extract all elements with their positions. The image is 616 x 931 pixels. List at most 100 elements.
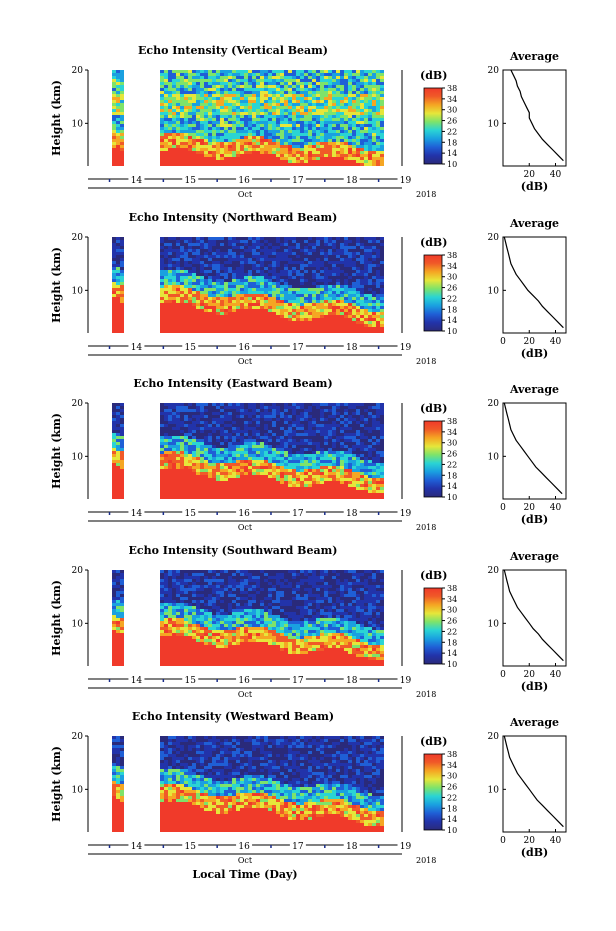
heatmap-cell	[240, 403, 244, 406]
heatmap-cell	[112, 91, 116, 94]
heatmap-cell	[196, 481, 200, 484]
heatmap-cell	[232, 237, 236, 240]
heatmap-cell	[288, 163, 292, 166]
heatmap-cell	[368, 109, 372, 112]
heatmap-cell	[280, 258, 284, 261]
heatmap-cell	[112, 255, 116, 258]
heatmap-cell	[168, 493, 172, 496]
heatmap-cell	[232, 261, 236, 264]
heatmap-cell	[324, 157, 328, 160]
heatmap-cell	[272, 412, 276, 415]
heatmap-cell	[260, 261, 264, 264]
heatmap-cell	[360, 303, 364, 306]
heatmap-cell	[300, 321, 304, 324]
heatmap-cell	[180, 142, 184, 145]
heatmap-cell	[196, 294, 200, 297]
heatmap-cell	[164, 100, 168, 103]
heatmap-cell	[236, 240, 240, 243]
heatmap-cell	[300, 315, 304, 318]
heatmap-cell	[224, 82, 228, 85]
heatmap-cell	[368, 160, 372, 163]
heatmap-cell	[180, 406, 184, 409]
heatmap-cell	[312, 315, 316, 318]
heatmap-cell	[336, 136, 340, 139]
heatmap-cell	[248, 267, 252, 270]
heatmap-cell	[232, 303, 236, 306]
heatmap-cell	[220, 282, 224, 285]
heatmap-cell	[256, 466, 260, 469]
heatmap-cell	[240, 279, 244, 282]
heatmap-cell	[320, 294, 324, 297]
heatmap-cell	[340, 297, 344, 300]
heatmap-cell	[316, 91, 320, 94]
heatmap-cell	[120, 118, 124, 121]
heatmap-cell	[184, 157, 188, 160]
heatmap-cell	[216, 409, 220, 412]
heatmap-cell	[292, 133, 296, 136]
heatmap-cell	[308, 115, 312, 118]
heatmap-cell	[220, 466, 224, 469]
heatmap-cell	[288, 288, 292, 291]
heatmap-cell	[120, 454, 124, 457]
heatmap-cell	[272, 457, 276, 460]
heatmap-cell	[220, 151, 224, 154]
heatmap-cell	[372, 291, 376, 294]
heatmap-cell	[276, 163, 280, 166]
heatmap-cell	[164, 475, 168, 478]
heatmap-cell	[196, 106, 200, 109]
heatmap-cell	[212, 249, 216, 252]
heatmap-cell	[240, 103, 244, 106]
heatmap-cell	[208, 457, 212, 460]
heatmap-cell	[344, 130, 348, 133]
heatmap-cell	[176, 424, 180, 427]
heatmap-cell	[240, 445, 244, 448]
heatmap-cell	[332, 261, 336, 264]
heatmap-cell	[352, 297, 356, 300]
heatmap-cell	[184, 106, 188, 109]
heatmap-cell	[172, 451, 176, 454]
colorbar-tick-label: 34	[447, 262, 457, 271]
heatmap-cell	[200, 406, 204, 409]
heatmap-cell	[204, 487, 208, 490]
heatmap-cell	[212, 481, 216, 484]
heatmap-cell	[276, 130, 280, 133]
heatmap-cell	[244, 157, 248, 160]
heatmap-cell	[200, 252, 204, 255]
heatmap-cell	[284, 127, 288, 130]
heatmap-cell	[236, 163, 240, 166]
heatmap-cell	[316, 109, 320, 112]
heatmap-cell	[248, 70, 252, 73]
heatmap-cell	[284, 288, 288, 291]
heatmap-cell	[300, 73, 304, 76]
heatmap-cell	[312, 237, 316, 240]
heatmap-cell	[328, 267, 332, 270]
heatmap-cell	[348, 270, 352, 273]
heatmap-cell	[280, 115, 284, 118]
heatmap-cell	[208, 279, 212, 282]
heatmap-cell	[328, 294, 332, 297]
heatmap-cell	[260, 246, 264, 249]
heatmap-cell	[168, 484, 172, 487]
heatmap-cell	[252, 466, 256, 469]
heatmap-cell	[268, 493, 272, 496]
heatmap-cell	[112, 412, 116, 415]
heatmap-cell	[180, 243, 184, 246]
heatmap-cell	[184, 85, 188, 88]
heatmap-cell	[200, 439, 204, 442]
heatmap-cell	[172, 106, 176, 109]
heatmap-cell	[340, 237, 344, 240]
heatmap-cell	[168, 130, 172, 133]
heatmap-cell	[324, 252, 328, 255]
heatmap-cell	[280, 415, 284, 418]
heatmap-cell	[204, 79, 208, 82]
heatmap-cell	[296, 85, 300, 88]
heatmap-cell	[220, 97, 224, 100]
heatmap-cell	[208, 427, 212, 430]
heatmap-cell	[208, 421, 212, 424]
heatmap-cell	[208, 76, 212, 79]
heatmap-cell	[316, 279, 320, 282]
heatmap-cell	[204, 318, 208, 321]
heatmap-cell	[188, 309, 192, 312]
heatmap-cell	[324, 288, 328, 291]
